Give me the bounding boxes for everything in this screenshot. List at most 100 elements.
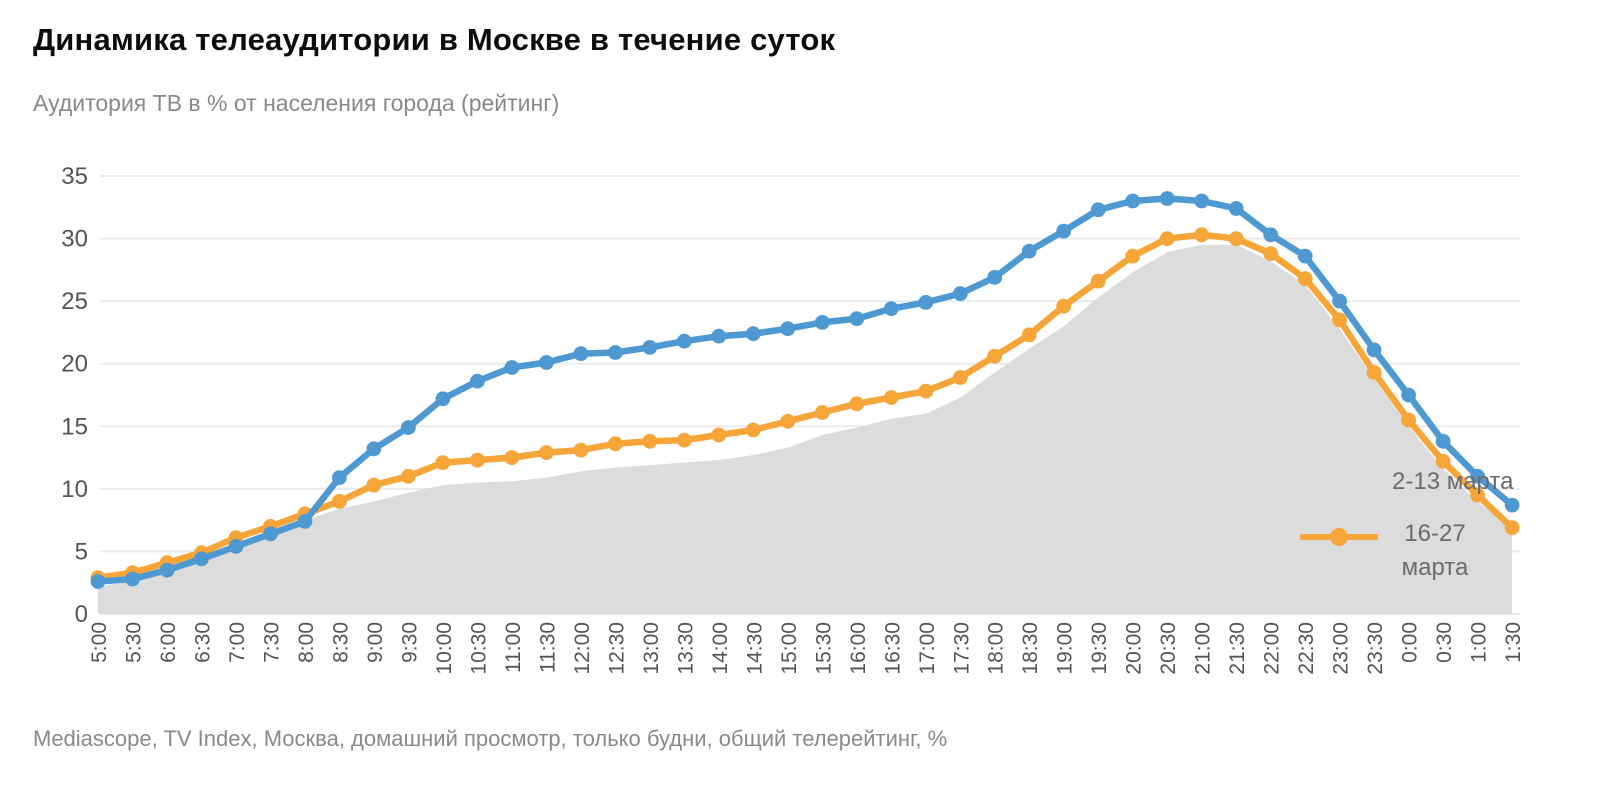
data-point-blue-6:00[interactable] [159, 562, 175, 578]
data-point-blue-7:00[interactable] [228, 539, 244, 554]
data-point-orange-1:00[interactable] [1470, 487, 1485, 503]
data-point-blue-11:30[interactable] [539, 355, 554, 370]
legend-label-blue: 2-13 марта [1392, 468, 1514, 495]
data-point-blue-0:30[interactable] [1435, 433, 1451, 449]
data-point-orange-20:00[interactable] [1125, 248, 1141, 264]
data-point-blue-10:00[interactable] [435, 391, 451, 407]
data-point-orange-20:30[interactable] [1159, 231, 1175, 247]
data-point-orange-22:00[interactable] [1263, 246, 1279, 261]
data-point-orange-17:30[interactable] [952, 370, 968, 385]
y-axis-label: 5 [75, 538, 88, 565]
data-point-blue-23:00[interactable] [1332, 293, 1347, 309]
x-axis-label: 8:30 [329, 622, 352, 663]
data-point-blue-20:00[interactable] [1125, 193, 1141, 209]
data-point-orange-13:00[interactable] [642, 433, 658, 449]
data-point-blue-0:00[interactable] [1401, 387, 1416, 403]
data-point-orange-12:00[interactable] [573, 442, 589, 458]
x-axis-label: 23:00 [1330, 622, 1353, 675]
data-point-orange-22:30[interactable] [1297, 271, 1313, 286]
data-point-orange-21:30[interactable] [1228, 231, 1244, 247]
data-point-orange-10:30[interactable] [470, 452, 485, 468]
data-point-orange-19:00[interactable] [1056, 298, 1072, 314]
y-axis-label: 15 [61, 413, 88, 440]
data-point-orange-0:30[interactable] [1435, 453, 1451, 469]
data-point-blue-15:00[interactable] [780, 321, 796, 337]
x-axis-label: 10:30 [467, 622, 490, 675]
legend-label-orange: 16-27 марта [1401, 520, 1469, 581]
x-axis-label: 23:30 [1364, 622, 1387, 675]
data-point-orange-15:30[interactable] [814, 405, 830, 420]
data-point-blue-7:30[interactable] [263, 526, 278, 542]
data-point-blue-21:00[interactable] [1194, 193, 1210, 209]
x-axis-label: 19:00 [1054, 622, 1077, 675]
legend-item-orange: 16-27 марта [1300, 517, 1478, 585]
data-point-blue-16:00[interactable] [849, 311, 865, 327]
data-point-orange-1:30[interactable] [1504, 520, 1520, 536]
data-point-blue-12:00[interactable] [573, 346, 589, 362]
data-point-orange-15:00[interactable] [780, 413, 796, 429]
data-point-orange-16:30[interactable] [883, 390, 899, 405]
x-axis-label: 12:30 [605, 622, 628, 675]
data-point-orange-0:00[interactable] [1401, 412, 1416, 428]
data-point-blue-19:30[interactable] [1090, 202, 1106, 218]
data-point-blue-17:00[interactable] [918, 295, 934, 310]
data-point-orange-13:30[interactable] [676, 432, 692, 448]
data-point-blue-18:00[interactable] [987, 270, 1003, 285]
data-point-blue-18:30[interactable] [1021, 243, 1037, 259]
data-point-blue-15:30[interactable] [814, 315, 830, 330]
x-axis-label: 0:00 [1399, 622, 1422, 663]
data-point-orange-9:30[interactable] [401, 468, 416, 484]
data-point-blue-1:00[interactable] [1470, 468, 1485, 484]
data-point-blue-10:30[interactable] [470, 373, 485, 389]
data-point-orange-10:00[interactable] [435, 455, 451, 470]
data-point-blue-22:30[interactable] [1297, 248, 1313, 264]
data-point-orange-18:00[interactable] [987, 348, 1003, 364]
data-point-blue-11:00[interactable] [504, 360, 520, 375]
y-axis-label: 25 [61, 288, 88, 315]
data-point-orange-11:00[interactable] [504, 450, 520, 465]
data-point-orange-23:30[interactable] [1366, 365, 1382, 380]
data-point-orange-17:00[interactable] [918, 383, 934, 399]
x-axis-label: 16:00 [847, 622, 870, 675]
x-axis-label: 16:30 [881, 622, 904, 675]
data-point-blue-13:00[interactable] [642, 340, 658, 355]
data-point-blue-12:30[interactable] [608, 345, 623, 360]
data-point-orange-21:00[interactable] [1194, 227, 1210, 243]
data-point-blue-14:30[interactable] [745, 326, 761, 342]
data-point-blue-5:30[interactable] [125, 571, 140, 587]
data-point-blue-8:00[interactable] [297, 514, 313, 529]
data-point-blue-9:30[interactable] [401, 420, 416, 435]
data-point-orange-11:30[interactable] [539, 445, 554, 460]
legend-orange-line-swatch [1300, 528, 1378, 546]
x-axis-label: 21:30 [1226, 622, 1249, 675]
data-point-blue-13:30[interactable] [676, 333, 692, 349]
data-point-orange-23:00[interactable] [1332, 312, 1347, 328]
data-point-orange-18:30[interactable] [1021, 327, 1037, 343]
data-point-blue-5:00[interactable] [90, 574, 106, 589]
data-point-blue-20:30[interactable] [1159, 191, 1175, 206]
data-point-orange-16:00[interactable] [849, 396, 865, 412]
x-axis-label: 11:00 [502, 622, 525, 673]
data-point-orange-12:30[interactable] [608, 436, 623, 452]
data-point-orange-14:00[interactable] [711, 427, 727, 443]
x-axis-label: 9:00 [364, 622, 387, 663]
area-series [98, 244, 1513, 615]
data-point-blue-22:00[interactable] [1263, 227, 1279, 243]
data-point-orange-8:30[interactable] [332, 494, 347, 509]
data-point-blue-8:30[interactable] [332, 470, 347, 485]
data-point-orange-9:00[interactable] [366, 477, 382, 493]
data-point-blue-1:30[interactable] [1504, 497, 1520, 513]
data-point-blue-21:30[interactable] [1228, 201, 1244, 216]
x-axis-label: 14:00 [709, 622, 732, 675]
data-point-blue-6:30[interactable] [194, 551, 209, 567]
data-point-orange-19:30[interactable] [1090, 273, 1106, 289]
data-point-blue-9:00[interactable] [366, 441, 382, 457]
data-point-blue-19:00[interactable] [1056, 223, 1072, 239]
data-point-blue-17:30[interactable] [952, 286, 968, 301]
x-axis-label: 11:30 [536, 622, 559, 673]
data-point-blue-14:00[interactable] [711, 328, 727, 344]
data-point-orange-14:30[interactable] [745, 422, 761, 438]
chart-subtitle: Аудитория ТВ в % от населения города (ре… [33, 90, 560, 116]
data-point-blue-16:30[interactable] [883, 301, 899, 317]
data-point-blue-23:30[interactable] [1366, 342, 1382, 358]
